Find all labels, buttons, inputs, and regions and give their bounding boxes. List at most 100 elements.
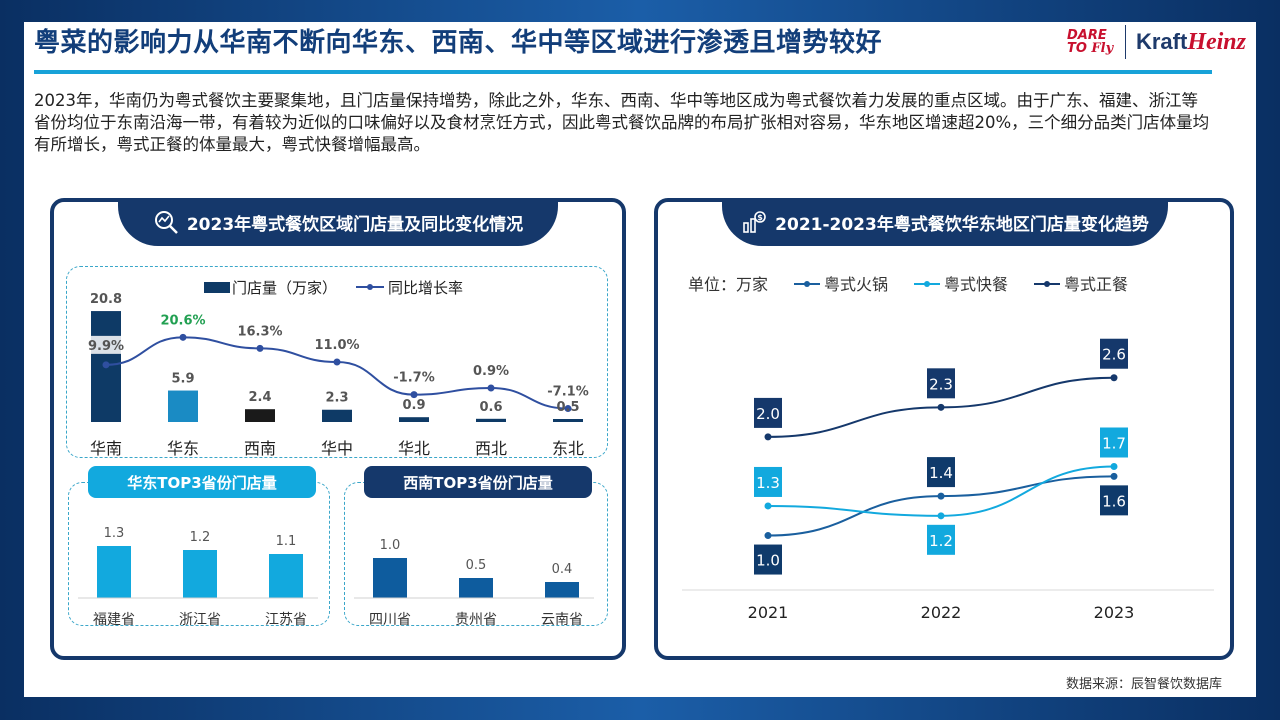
legend-marker-rate xyxy=(367,284,373,290)
trend-value-label: 1.6 xyxy=(1102,492,1126,510)
magnifier-chart-icon xyxy=(154,211,178,234)
legend-label-stores: 门店量（万家） xyxy=(232,279,337,297)
province-label: 浙江省 xyxy=(179,612,221,626)
province-label: 贵州省 xyxy=(455,612,497,626)
trend-point xyxy=(1110,374,1118,382)
trend-value-label: 1.4 xyxy=(929,464,953,482)
legend-marker-2 xyxy=(1044,281,1050,287)
legend-marker-1 xyxy=(924,281,930,287)
kraft-heinz-logo: DARE TO Fly Kraft Heinz xyxy=(1067,22,1246,62)
trend-point xyxy=(1110,463,1118,470)
growth-rate-point xyxy=(487,384,495,392)
trend-label-box xyxy=(1100,485,1128,516)
east-top3-title: 华东TOP3省份门店量 xyxy=(88,466,316,498)
year-label: 2023 xyxy=(1094,603,1135,622)
legend-swatch-stores xyxy=(204,282,230,293)
growth-rate-label: 9.9% xyxy=(88,339,124,354)
growth-label-backdrop xyxy=(88,335,126,354)
province-bar-value: 0.5 xyxy=(466,558,487,573)
bar-value-label: 0.6 xyxy=(479,400,502,415)
province-bar-云南省 xyxy=(545,582,579,598)
growth-rate-point xyxy=(256,344,264,352)
bar-value-label: 20.8 xyxy=(90,292,122,307)
province-bar-四川省 xyxy=(373,558,407,598)
province-bar-江苏省 xyxy=(269,554,303,598)
year-label: 2022 xyxy=(921,603,962,622)
bar-value-label: 2.3 xyxy=(325,391,348,406)
svg-text:$: $ xyxy=(757,213,763,222)
trend-point xyxy=(764,433,772,441)
bar-华东 xyxy=(168,390,198,422)
legend-label-0: 粤式火锅 xyxy=(824,275,888,294)
trend-value-label: 1.0 xyxy=(756,552,780,570)
trend-value-label: 2.6 xyxy=(1102,346,1126,364)
trend-label-box xyxy=(927,368,955,399)
dare-to-fly-logo: DARE TO Fly xyxy=(1067,29,1115,55)
southwest-top3-chart: 1.0 四川省 0.5 贵州省 0.4 云南省 xyxy=(354,538,594,626)
trend-value-label: 1.2 xyxy=(929,532,953,550)
bar-value-label: 2.4 xyxy=(248,390,271,405)
bar-华北 xyxy=(399,417,429,422)
heinz-text: Heinz xyxy=(1187,28,1246,55)
trend-value-label: 2.0 xyxy=(756,405,780,423)
growth-rate-label: 0.9% xyxy=(473,364,509,379)
bar-value-label: 0.9 xyxy=(402,398,425,413)
legend-label-2: 粤式正餐 xyxy=(1064,275,1128,294)
growth-rate-point xyxy=(564,405,572,413)
trend-point xyxy=(764,532,772,540)
province-bar-贵州省 xyxy=(459,578,493,598)
unit-label: 单位：万家 xyxy=(688,275,768,294)
growth-rate-point xyxy=(102,361,110,369)
category-label: 华北 xyxy=(398,439,430,458)
province-label: 四川省 xyxy=(369,612,411,626)
page-title: 粤菜的影响力从华南不断向华东、西南、华中等区域进行渗透且增势较好 xyxy=(34,28,883,58)
growth-rate-label: 16.3% xyxy=(237,324,282,339)
trend-label-box xyxy=(754,544,782,575)
province-bar-value: 1.0 xyxy=(380,538,401,553)
money-trend-icon: $ xyxy=(743,211,766,233)
growth-rate-point xyxy=(410,391,418,399)
bar-value-label: 5.9 xyxy=(171,372,194,387)
kraft-text: Kraft xyxy=(1135,29,1188,54)
fly-text: Fly xyxy=(1091,41,1114,56)
region-chart-frame xyxy=(66,266,608,458)
growth-rate-label: -1.7% xyxy=(393,371,434,386)
category-label: 东北 xyxy=(552,439,584,458)
trend-point xyxy=(937,492,945,500)
to-text: TO xyxy=(1066,41,1087,56)
province-label: 云南省 xyxy=(541,612,583,626)
category-label: 华东 xyxy=(167,439,199,458)
title-rule xyxy=(34,70,1212,74)
province-bar-value: 1.3 xyxy=(104,526,125,541)
growth-rate-label: -7.1% xyxy=(547,385,588,400)
trend-value-label: 1.7 xyxy=(1102,435,1126,453)
province-bar-福建省 xyxy=(97,546,131,598)
bar-华中 xyxy=(322,409,352,422)
growth-rate-label: 11.0% xyxy=(314,338,359,353)
trend-point xyxy=(1110,472,1118,480)
province-bar-value: 1.1 xyxy=(276,534,297,549)
trend-label-box xyxy=(1100,338,1128,369)
trend-label-box xyxy=(754,397,782,428)
legend-label-1: 粤式快餐 xyxy=(944,275,1008,294)
trend-label-box xyxy=(927,524,955,555)
growth-rate-label: 20.6% xyxy=(160,313,205,328)
right-panel-header: $ 2021-2023年粤式餐饮华东地区门店量变化趋势 xyxy=(722,198,1168,246)
province-label: 江苏省 xyxy=(265,612,307,626)
bar-西南 xyxy=(245,409,275,422)
dare-text: DARE xyxy=(1066,28,1107,43)
category-label: 华南 xyxy=(90,439,122,458)
trend-value-label: 2.3 xyxy=(929,375,953,393)
legend-marker-0 xyxy=(804,281,810,287)
province-bar-value: 0.4 xyxy=(552,562,573,577)
year-label: 2021 xyxy=(748,603,789,622)
logo-divider xyxy=(1124,25,1126,59)
category-label: 华中 xyxy=(321,439,353,458)
southwest-top3-title: 西南TOP3省份门店量 xyxy=(364,466,592,498)
trend-point xyxy=(764,502,772,510)
trend-label-box xyxy=(927,457,955,488)
trend-point xyxy=(937,512,945,520)
trend-label-box xyxy=(754,466,782,497)
legend-label-rate: 同比增长率 xyxy=(388,279,463,297)
category-label: 西南 xyxy=(244,439,276,458)
